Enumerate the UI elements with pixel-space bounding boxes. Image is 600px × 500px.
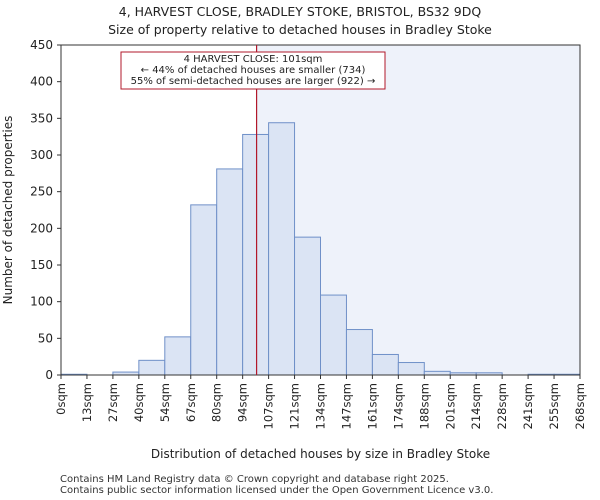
x-tick-label: 214sqm: [469, 383, 483, 429]
y-tick-label: 350: [30, 111, 53, 125]
annotation-line: 55% of semi-detached houses are larger (…: [131, 76, 376, 87]
page-subtitle: Size of property relative to detached ho…: [108, 22, 492, 37]
y-tick-label: 300: [30, 148, 53, 162]
y-tick-label: 450: [30, 38, 53, 52]
histogram-bar: [242, 133, 270, 376]
histogram-bar: [397, 362, 425, 376]
page-title: 4, HARVEST CLOSE, BRADLEY STOKE, BRISTOL…: [118, 4, 482, 19]
x-tick-label: 228sqm: [495, 383, 509, 429]
y-tick-label: 250: [30, 185, 53, 199]
histogram-bar: [190, 204, 218, 376]
histogram-bar: [268, 122, 296, 376]
y-tick-label: 200: [30, 221, 53, 235]
x-tick-label: 13sqm: [80, 383, 94, 422]
x-tick-label: 121sqm: [288, 383, 302, 429]
x-tick-label: 107sqm: [262, 383, 276, 429]
histogram-bar: [423, 370, 451, 376]
x-tick-label: 147sqm: [339, 383, 353, 429]
y-tick-label: 100: [30, 295, 53, 309]
annotation-line: 4 HARVEST CLOSE: 101sqm: [184, 54, 323, 65]
y-tick-label: 0: [45, 368, 53, 382]
x-tick-label: 161sqm: [365, 383, 379, 429]
x-tick-label: 241sqm: [521, 383, 535, 429]
x-tick-label: 268sqm: [573, 383, 587, 429]
x-tick-label: 80sqm: [210, 383, 224, 422]
histogram-bar: [371, 353, 399, 376]
y-axis-label: Number of detached properties: [1, 116, 15, 305]
y-tick-label: 400: [30, 75, 53, 89]
annotation-line: ← 44% of detached houses are smaller (73…: [141, 65, 366, 76]
x-tick-label: 27sqm: [106, 383, 120, 422]
histogram-bar: [320, 294, 347, 376]
x-tick-label: 67sqm: [184, 383, 198, 422]
x-tick-label: 54sqm: [158, 383, 172, 422]
x-tick-label: 0sqm: [54, 383, 68, 415]
histogram-bar: [294, 236, 321, 376]
x-tick-label: 40sqm: [132, 383, 146, 422]
x-tick-label: 188sqm: [417, 383, 431, 429]
x-axis-label: Distribution of detached houses by size …: [151, 447, 490, 461]
annotation-box: [120, 51, 386, 90]
x-tick-label: 94sqm: [236, 383, 250, 422]
footer-licence: Contains public sector information licen…: [60, 485, 494, 496]
x-tick-label: 201sqm: [443, 383, 457, 429]
x-tick-label: 255sqm: [547, 383, 561, 429]
y-tick-label: 50: [38, 331, 53, 345]
histogram-bar: [216, 168, 244, 376]
x-tick-label: 174sqm: [391, 383, 405, 429]
histogram-bar: [138, 359, 166, 376]
x-tick-label: 134sqm: [314, 383, 328, 429]
histogram-bar: [164, 336, 192, 376]
y-tick-label: 150: [30, 258, 53, 272]
footer-copyright: Contains HM Land Registry data © Crown c…: [60, 474, 449, 485]
histogram-bar: [345, 329, 373, 376]
